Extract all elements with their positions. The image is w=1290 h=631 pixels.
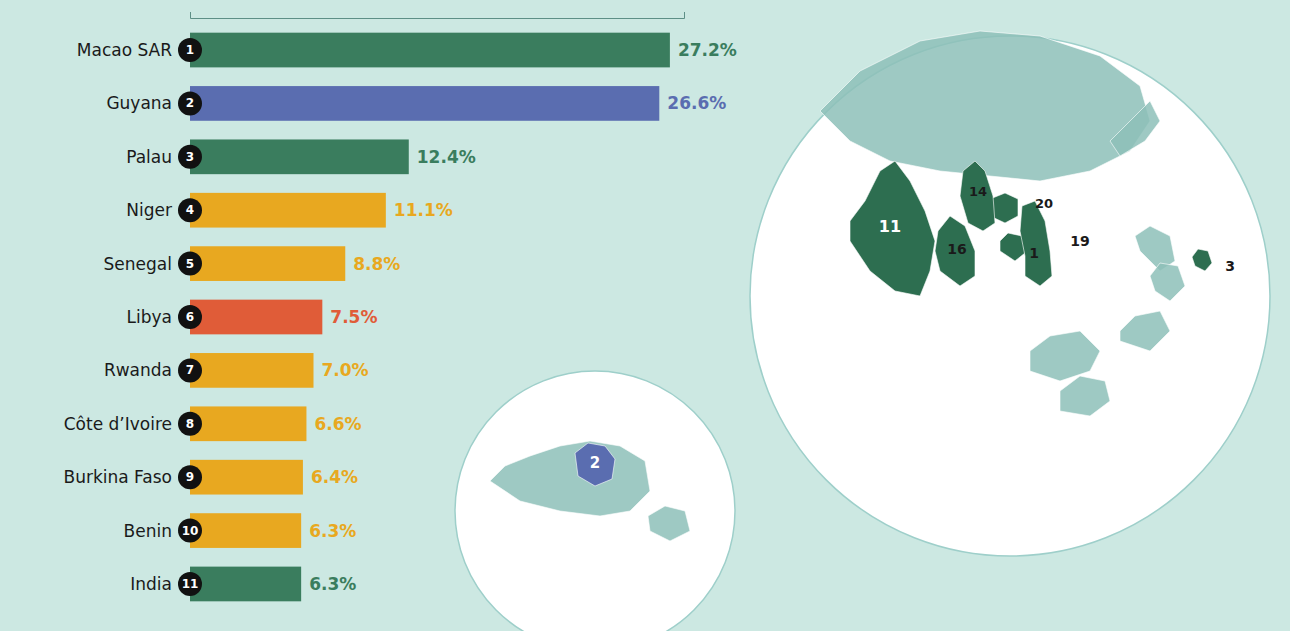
annotation: 1 bbox=[1029, 245, 1039, 261]
bars bbox=[190, 33, 670, 602]
rank-badge bbox=[178, 465, 202, 489]
annotation: 16 bbox=[947, 241, 966, 257]
land bbox=[1030, 331, 1100, 381]
rank-label: 3 bbox=[186, 150, 194, 164]
bar bbox=[190, 460, 303, 495]
land bbox=[490, 441, 650, 516]
category-label: Senegal bbox=[104, 254, 172, 274]
data-label: 26.6% bbox=[667, 93, 726, 113]
data-label: 12.4% bbox=[417, 147, 476, 167]
category-label: Rwanda bbox=[104, 360, 172, 380]
bar bbox=[190, 86, 659, 121]
data-label: 6.3% bbox=[309, 574, 356, 594]
category-label: Palau bbox=[126, 147, 172, 167]
rank-label: 9 bbox=[186, 470, 194, 484]
country bbox=[850, 161, 935, 296]
bar bbox=[190, 406, 306, 441]
data-label: 6.6% bbox=[314, 414, 361, 434]
bar bbox=[190, 246, 345, 281]
data-label: 7.5% bbox=[330, 307, 377, 327]
rank-label: 8 bbox=[186, 417, 194, 431]
map: 11 16 1 20 14 19 3 2 bbox=[455, 31, 1270, 631]
rank-badge bbox=[178, 252, 202, 276]
data-label: 6.3% bbox=[309, 521, 356, 541]
bar bbox=[190, 33, 670, 68]
axis-line bbox=[191, 12, 685, 19]
rank-label: 5 bbox=[186, 257, 194, 271]
data-label: 11.1% bbox=[394, 200, 453, 220]
annotation: 20 bbox=[1035, 196, 1053, 211]
chart: 11 16 1 20 14 19 3 2 1 Macao SAR 27.2% 2 Guyana 26.6%… bbox=[0, 0, 1290, 631]
annotation: 3 bbox=[1225, 258, 1235, 274]
country bbox=[575, 443, 615, 486]
rank-badge bbox=[178, 519, 202, 543]
category-label: Benin bbox=[124, 521, 172, 541]
data-label: 7.0% bbox=[322, 360, 369, 380]
bar bbox=[190, 139, 409, 174]
bar bbox=[190, 353, 314, 388]
category-label: India bbox=[130, 574, 172, 594]
data-label: 27.2% bbox=[678, 40, 737, 60]
bar bbox=[190, 567, 301, 602]
country bbox=[1020, 201, 1052, 286]
rank-label: 2 bbox=[186, 96, 194, 110]
category-label: Côte d’Ivoire bbox=[64, 414, 172, 434]
annotation: 2 bbox=[590, 454, 600, 472]
land bbox=[1110, 101, 1160, 156]
rank-label: 1 bbox=[186, 43, 194, 57]
globe bbox=[455, 371, 735, 631]
rank-badge bbox=[178, 198, 202, 222]
annotation: 14 bbox=[969, 184, 987, 199]
annotation: 11 bbox=[879, 217, 901, 236]
land bbox=[648, 506, 690, 541]
land bbox=[1150, 263, 1185, 301]
rank-badge bbox=[178, 38, 202, 62]
category-label: Niger bbox=[126, 200, 172, 220]
land bbox=[1120, 311, 1170, 351]
data-label: 8.8% bbox=[353, 254, 400, 274]
category-label: Burkina Faso bbox=[64, 467, 172, 487]
bar bbox=[190, 193, 386, 228]
rank-label: 4 bbox=[186, 203, 194, 217]
category-label: Libya bbox=[127, 307, 172, 327]
rank-label: 11 bbox=[182, 577, 199, 591]
country bbox=[1192, 249, 1212, 271]
land bbox=[820, 31, 1150, 181]
data-label: 6.4% bbox=[311, 467, 358, 487]
x-axis bbox=[191, 12, 685, 19]
rank-badge bbox=[178, 145, 202, 169]
rank-label: 10 bbox=[182, 524, 199, 538]
rank-label: 6 bbox=[186, 310, 194, 324]
labels: 1Macao SAR27.2%2Guyana26.6%3Palau12.4%4N… bbox=[64, 38, 737, 596]
rank-badge bbox=[178, 305, 202, 329]
land bbox=[1060, 376, 1110, 416]
category-label: Guyana bbox=[106, 93, 172, 113]
annotation: 19 bbox=[1070, 233, 1089, 249]
rank-label: 7 bbox=[186, 363, 194, 377]
rank-badge bbox=[178, 572, 202, 596]
country bbox=[960, 161, 995, 231]
rank-badge bbox=[178, 91, 202, 115]
category-label: Macao SAR bbox=[77, 40, 172, 60]
rank-badge bbox=[178, 358, 202, 382]
country bbox=[935, 216, 975, 286]
rank-badge bbox=[178, 412, 202, 436]
bar bbox=[190, 300, 322, 335]
bar bbox=[190, 513, 301, 548]
